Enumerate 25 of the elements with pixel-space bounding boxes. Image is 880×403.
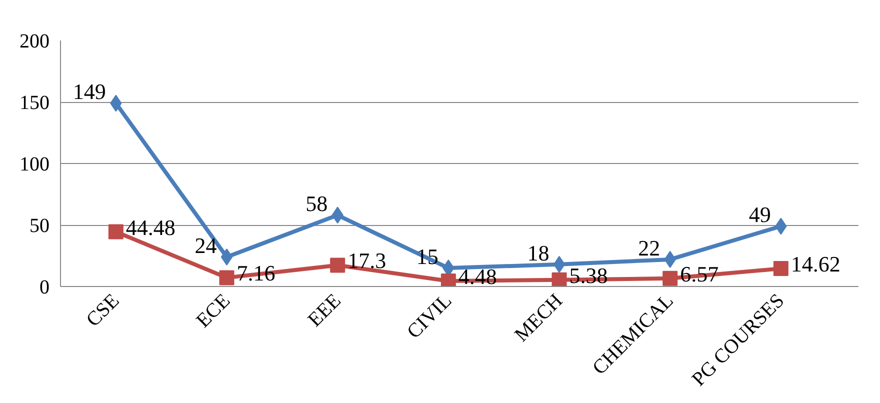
data-label: 18 — [527, 240, 550, 266]
data-label: 58 — [306, 191, 328, 216]
data-label: 49 — [748, 202, 771, 228]
y-tick-label: 150 — [20, 92, 50, 114]
y-tick-label: 100 — [20, 154, 50, 176]
point — [553, 256, 566, 273]
y-tick-label: 50 — [30, 215, 50, 237]
point — [773, 261, 788, 276]
y-tick-label: 0 — [40, 276, 50, 298]
data-label: 14.62 — [790, 252, 840, 277]
data-label: 149 — [72, 79, 106, 104]
point — [440, 273, 456, 286]
data-label: 22 — [638, 235, 660, 260]
data-label: 17.3 — [348, 248, 386, 274]
data-label: 24 — [194, 232, 217, 258]
point — [330, 258, 346, 273]
x-tick-label: EEE — [304, 290, 346, 332]
point — [220, 248, 233, 266]
point — [662, 270, 678, 286]
point — [219, 270, 234, 286]
point — [108, 224, 124, 240]
x-tick-label: CSE — [82, 290, 124, 332]
y-tick-label: 200 — [20, 30, 50, 52]
point — [552, 272, 567, 286]
data-label: 44.48 — [126, 214, 176, 240]
